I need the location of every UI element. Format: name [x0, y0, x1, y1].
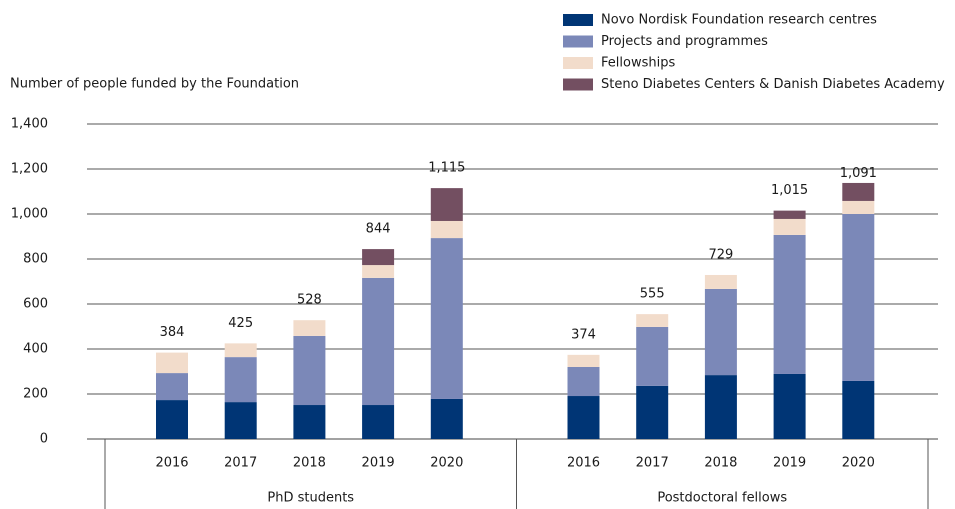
bar-segment	[636, 326, 669, 386]
legend-swatch	[563, 78, 593, 91]
y-tick-label: 1,000	[11, 207, 48, 222]
y-tick-label: 800	[23, 252, 48, 267]
bar-segment	[567, 396, 600, 439]
x-tick-label: 2016	[567, 456, 600, 471]
bar-segment	[430, 188, 463, 221]
y-tick-label: 200	[23, 387, 48, 402]
bar-segment	[773, 373, 806, 439]
legend-swatch	[563, 57, 593, 69]
bar-segment	[773, 218, 806, 235]
group-label: PhD students	[267, 491, 354, 506]
bar-segment	[224, 343, 257, 358]
x-tick-label: 2019	[362, 456, 395, 471]
bar-segment	[224, 357, 257, 403]
bar-segment	[636, 314, 669, 327]
bar-segment	[293, 405, 326, 439]
legend-swatch	[563, 35, 593, 48]
x-tick-label: 2018	[704, 456, 737, 471]
bar-segment	[156, 400, 188, 439]
y-tick-label: 1,200	[11, 162, 48, 177]
bar-segment	[293, 320, 326, 336]
legend-label: Projects and programmes	[601, 34, 768, 49]
bar-segment	[430, 398, 463, 439]
total-label: 528	[297, 293, 322, 308]
bar-segment	[773, 210, 806, 219]
group-label: Postdoctoral fellows	[657, 491, 787, 506]
total-label: 555	[640, 287, 665, 302]
x-tick-label: 2018	[293, 456, 326, 471]
legend-swatch	[563, 14, 593, 26]
total-label: 844	[366, 222, 391, 237]
total-label: 1,015	[771, 183, 808, 198]
y-tick-label: 1,400	[11, 117, 48, 132]
legend-label: Fellowships	[601, 56, 675, 71]
bar-segment	[430, 238, 463, 399]
legend-label: Novo Nordisk Foundation research centres	[601, 13, 877, 28]
bar-segment	[773, 234, 806, 374]
y-axis-title: Number of people funded by the Foundatio…	[10, 77, 299, 92]
bar-segment	[704, 274, 737, 289]
bar-segment	[362, 265, 395, 278]
y-tick-label: 400	[23, 342, 48, 357]
total-label: 729	[708, 247, 733, 262]
bar-segment	[224, 402, 257, 439]
total-label: 1,115	[428, 161, 465, 176]
x-tick-label: 2020	[842, 456, 875, 471]
bar-segment	[567, 367, 600, 397]
x-tick-label: 2019	[773, 456, 806, 471]
total-label: 384	[160, 325, 185, 340]
total-label: 425	[228, 316, 253, 331]
bar-segment	[362, 249, 395, 266]
x-tick-label: 2017	[224, 456, 257, 471]
y-tick-label: 600	[23, 297, 48, 312]
x-tick-label: 2017	[636, 456, 669, 471]
legend-label: Steno Diabetes Centers & Danish Diabetes…	[601, 77, 945, 92]
bar-segment	[567, 354, 600, 367]
bar-segment	[842, 214, 875, 381]
bar-segment	[704, 375, 737, 439]
bar-segment	[156, 352, 188, 374]
bar-segment	[704, 288, 737, 376]
bar-segment	[362, 405, 395, 439]
y-tick-label: 0	[40, 432, 48, 447]
total-label: 1,091	[840, 166, 877, 181]
x-tick-label: 2020	[430, 456, 463, 471]
bar-segment	[362, 277, 395, 406]
bar-segment	[636, 385, 669, 439]
bar-segment	[293, 335, 326, 406]
bar-segment	[156, 373, 188, 401]
bar-segment	[842, 380, 875, 439]
bar-segment	[430, 220, 463, 239]
bar-segment	[842, 200, 875, 214]
x-tick-label: 2016	[155, 456, 188, 471]
total-label: 374	[571, 327, 596, 342]
bar-segment	[842, 182, 875, 201]
